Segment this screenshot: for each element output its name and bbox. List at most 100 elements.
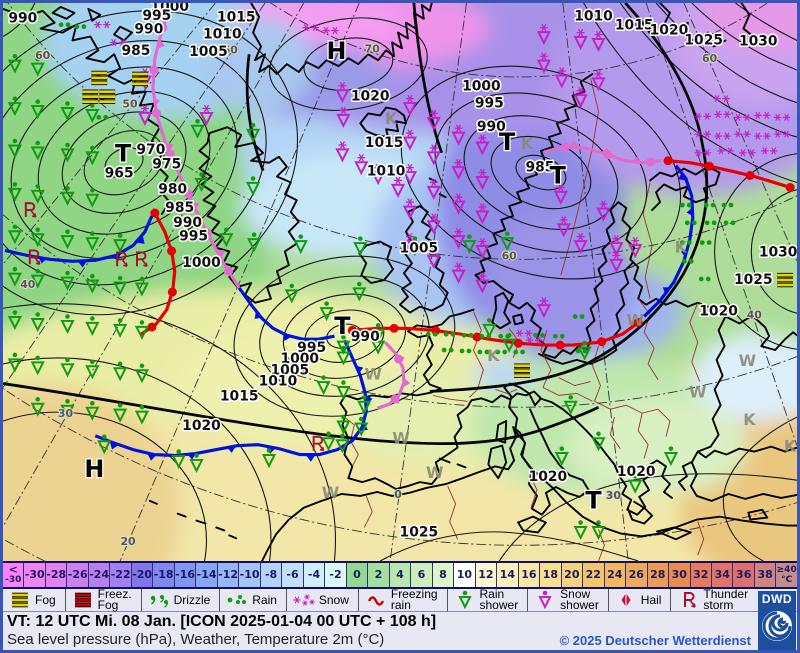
airmass-K: K bbox=[784, 437, 797, 456]
symbol-ss bbox=[137, 104, 152, 126]
pressure-centers: T H T T T H T bbox=[83, 36, 604, 516]
rain-icon bbox=[227, 595, 247, 604]
symbol-rs bbox=[30, 140, 45, 161]
rain_shower-icon bbox=[457, 590, 472, 610]
plabels-1020: 1020 bbox=[529, 469, 568, 485]
scale-cell: 8 bbox=[432, 563, 455, 587]
info-panel: < -30 -30 -28 -26 -24 -22 -20 -18 -16 -14 -12 -10 -8-… bbox=[3, 561, 797, 650]
plabels-1015: 1015 bbox=[220, 388, 259, 404]
symbol-sn bbox=[717, 147, 734, 155]
symbol-rn bbox=[698, 276, 711, 282]
symbol-rn bbox=[58, 22, 71, 28]
symbol-fg bbox=[91, 70, 108, 86]
symbol-rn bbox=[699, 240, 712, 245]
symbol-ss bbox=[536, 296, 551, 319]
symbol-ss bbox=[426, 109, 441, 131]
fog-icon bbox=[12, 592, 28, 608]
symbol-ss bbox=[591, 70, 606, 92]
symbol-rs bbox=[7, 96, 22, 117]
temperature-scale: < -30 -30 -28 -26 -24 -22 -20 -18 -16 -14 -12 -10 -8-… bbox=[3, 563, 797, 589]
symbol-ts bbox=[135, 251, 148, 267]
symbol-rs bbox=[60, 186, 75, 206]
symbol-rs bbox=[60, 314, 75, 334]
symbol-rs bbox=[60, 142, 75, 163]
dwd-logo: DWD bbox=[758, 591, 796, 650]
legend-item-snow_shower: Snow shower bbox=[528, 588, 609, 611]
symbol-rs bbox=[30, 355, 45, 376]
symbol-rs bbox=[134, 404, 150, 425]
symbol-rs bbox=[246, 122, 261, 143]
legend-label: Thunder storm bbox=[703, 587, 749, 612]
symbol-fg bbox=[82, 89, 99, 104]
symbol-rs bbox=[171, 449, 186, 470]
scale-cell: -20 bbox=[131, 563, 154, 587]
plabels-985: 985 bbox=[122, 43, 151, 59]
symbol-rs bbox=[293, 234, 308, 255]
scale-cell: 22 bbox=[583, 563, 605, 587]
symbol-fg bbox=[514, 363, 531, 378]
symbol-ss bbox=[426, 178, 441, 200]
gratlabels-30: 30 bbox=[606, 489, 622, 502]
symbol-rs bbox=[30, 397, 45, 417]
symbol-rn bbox=[477, 349, 490, 355]
symbol-rn bbox=[723, 220, 736, 226]
gratlabels-20: 20 bbox=[120, 535, 136, 548]
snow-icon bbox=[293, 594, 315, 606]
legend-item-rain_shower: Rain shower bbox=[448, 588, 529, 611]
symbol-rs bbox=[60, 101, 75, 122]
symbol-rn bbox=[684, 220, 697, 226]
snow_shower-icon bbox=[538, 590, 552, 610]
symbol-rs bbox=[335, 433, 350, 454]
symbol-rs bbox=[7, 310, 22, 331]
symbol-rs bbox=[97, 434, 112, 455]
symbol-ss bbox=[556, 216, 571, 238]
symbol-rs bbox=[563, 395, 578, 415]
symbol-rn bbox=[575, 348, 588, 354]
symbol-rs bbox=[7, 352, 22, 373]
symbol-rs bbox=[30, 56, 45, 77]
dwd-logo-text: DWD bbox=[761, 592, 793, 606]
plabels-1010: 1010 bbox=[574, 9, 613, 25]
symbol-rs bbox=[113, 402, 128, 423]
symbol-rs bbox=[319, 301, 334, 322]
symbol-rs bbox=[85, 145, 100, 166]
scale-cell: ≥40 °C bbox=[776, 563, 797, 587]
symbol-rs bbox=[591, 431, 606, 452]
symbol-rs bbox=[321, 431, 336, 452]
symbol-rn bbox=[681, 258, 694, 264]
plabels-1015: 1015 bbox=[615, 18, 654, 34]
plabels-1000: 1000 bbox=[280, 351, 319, 367]
centers-T: T bbox=[499, 128, 516, 156]
symbol-sn bbox=[622, 22, 639, 30]
scale-cell: -16 bbox=[174, 563, 197, 587]
scale-cell: 34 bbox=[711, 563, 734, 587]
symbol-rs bbox=[247, 232, 262, 253]
plabels-990: 990 bbox=[477, 119, 506, 135]
symbol-rs bbox=[30, 184, 45, 204]
gratlabels-60: 60 bbox=[502, 249, 518, 262]
symbol-ss bbox=[451, 193, 466, 215]
plabels-1005: 1005 bbox=[189, 44, 228, 60]
symbol-ss bbox=[609, 234, 624, 257]
symbol-rs bbox=[85, 188, 100, 208]
scale-cell: 30 bbox=[669, 563, 691, 587]
plabels-1015: 1015 bbox=[365, 135, 404, 151]
symbol-ss bbox=[426, 144, 441, 166]
symbol-sn bbox=[641, 24, 659, 32]
gratlabels-40: 40 bbox=[747, 309, 763, 322]
plabels-985: 985 bbox=[165, 200, 194, 216]
weather-symbols bbox=[7, 21, 794, 541]
scale-cell: 18 bbox=[540, 563, 562, 587]
symbol-rs bbox=[7, 266, 22, 287]
scale-cell: -22 bbox=[110, 563, 132, 587]
symbol-rs bbox=[85, 103, 100, 124]
symbol-ss bbox=[451, 124, 466, 146]
legend-label: Freezing rain bbox=[390, 587, 438, 612]
airmass-K: K bbox=[487, 346, 500, 365]
symbol-rs bbox=[60, 357, 75, 378]
symbol-rs bbox=[60, 399, 75, 419]
airmass-W: W bbox=[739, 351, 757, 370]
symbol-rn bbox=[721, 202, 734, 208]
